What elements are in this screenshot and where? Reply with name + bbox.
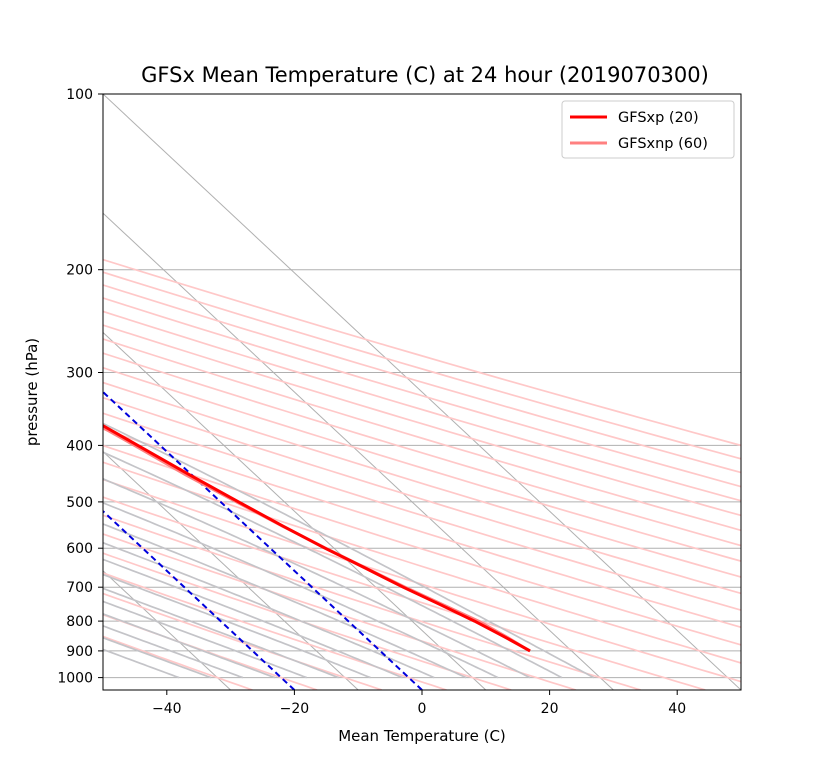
moist-adiabat-29 xyxy=(103,422,595,679)
moist-adiabat-24 xyxy=(103,451,563,679)
y-tick-label-2: 800 xyxy=(66,614,93,630)
y-tick-label-9: 100 xyxy=(66,87,93,103)
dry-adiabat-100 xyxy=(103,396,741,595)
dry-adiabat--30 xyxy=(103,635,253,690)
dry-adiabat-120 xyxy=(103,366,741,563)
data-series xyxy=(103,423,531,653)
moist-adiabat-19 xyxy=(103,477,531,679)
moist-adiabat-4 xyxy=(103,541,435,679)
x-tick-label-4: 40 xyxy=(668,701,686,717)
dry-adiabat-50 xyxy=(103,478,741,683)
y-tick-label-6: 400 xyxy=(66,438,93,454)
x-axis-label: Mean Temperature (C) xyxy=(338,727,506,745)
highlighted-isotherm--20 xyxy=(103,509,296,690)
isotherm-50 xyxy=(103,94,741,690)
dry-adiabat-150 xyxy=(103,324,741,517)
y-tick-label-4: 600 xyxy=(66,541,93,557)
y-tick-label-7: 300 xyxy=(66,366,93,382)
y-axis-ticks: 1000 900 800 700 600 500 400 300 200 100 xyxy=(57,87,103,687)
dry-adiabat-190 xyxy=(103,271,741,460)
moist-adiabat-9 xyxy=(103,523,467,679)
dry-adiabat-10 xyxy=(103,552,512,690)
dry-adiabat-170 xyxy=(103,297,741,488)
legend: GFSxp (20) GFSxnp (60) xyxy=(561,100,735,159)
chart-title: GFSx Mean Temperature (C) at 24 hour (20… xyxy=(141,63,709,87)
dry-adiabat--10 xyxy=(103,592,383,690)
x-axis-ticks: −40 −20 0 20 40 xyxy=(152,690,686,717)
isotherm--10 xyxy=(103,450,359,690)
dry-adiabat-0 xyxy=(103,572,447,690)
moist-adiabat--26 xyxy=(103,625,244,679)
series-line-0 xyxy=(103,423,531,653)
background-reference-lines xyxy=(103,94,741,690)
dry-adiabat-130 xyxy=(103,352,741,547)
dry-adiabat-80 xyxy=(103,428,741,629)
x-tick-label-3: 20 xyxy=(541,701,559,717)
dry-adiabat-70 xyxy=(103,444,741,646)
dry-adiabat-180 xyxy=(103,284,741,474)
moist-adiabat--21 xyxy=(103,612,276,679)
dry-adiabat-40 xyxy=(103,496,706,690)
dry-adiabat-200 xyxy=(103,258,741,447)
y-tick-label-3: 700 xyxy=(66,580,93,596)
isotherm--30 xyxy=(103,570,231,690)
legend-label-gfsxnp: GFSxnp (60) xyxy=(618,136,708,152)
dry-adiabat-20 xyxy=(103,533,577,690)
isotherm-10 xyxy=(103,331,487,690)
y-tick-label-5: 500 xyxy=(66,495,93,511)
moist-adiabat--16 xyxy=(103,600,307,679)
dry-adiabat-110 xyxy=(103,381,741,578)
moist-adiabat--6 xyxy=(103,573,371,679)
y-tick-label-1: 900 xyxy=(66,644,93,660)
x-tick-label-2: 0 xyxy=(418,701,427,717)
y-tick-label-8: 200 xyxy=(66,263,93,279)
dry-adiabat-90 xyxy=(103,412,741,612)
highlighted-isotherm-0 xyxy=(103,390,423,690)
moist-adiabat--1 xyxy=(103,558,403,679)
x-tick-label-0: −40 xyxy=(152,701,182,717)
x-tick-label-1: −20 xyxy=(280,701,310,717)
moist-adiabat-14 xyxy=(103,501,499,679)
isotherm-30 xyxy=(103,212,614,690)
moist-adiabat--11 xyxy=(103,587,339,679)
y-axis-label: pressure (hPa) xyxy=(23,338,41,446)
y-tick-label-0: 1000 xyxy=(57,671,93,687)
dry-adiabat-160 xyxy=(103,310,741,502)
legend-label-gfsxp: GFSxp (20) xyxy=(618,110,699,126)
